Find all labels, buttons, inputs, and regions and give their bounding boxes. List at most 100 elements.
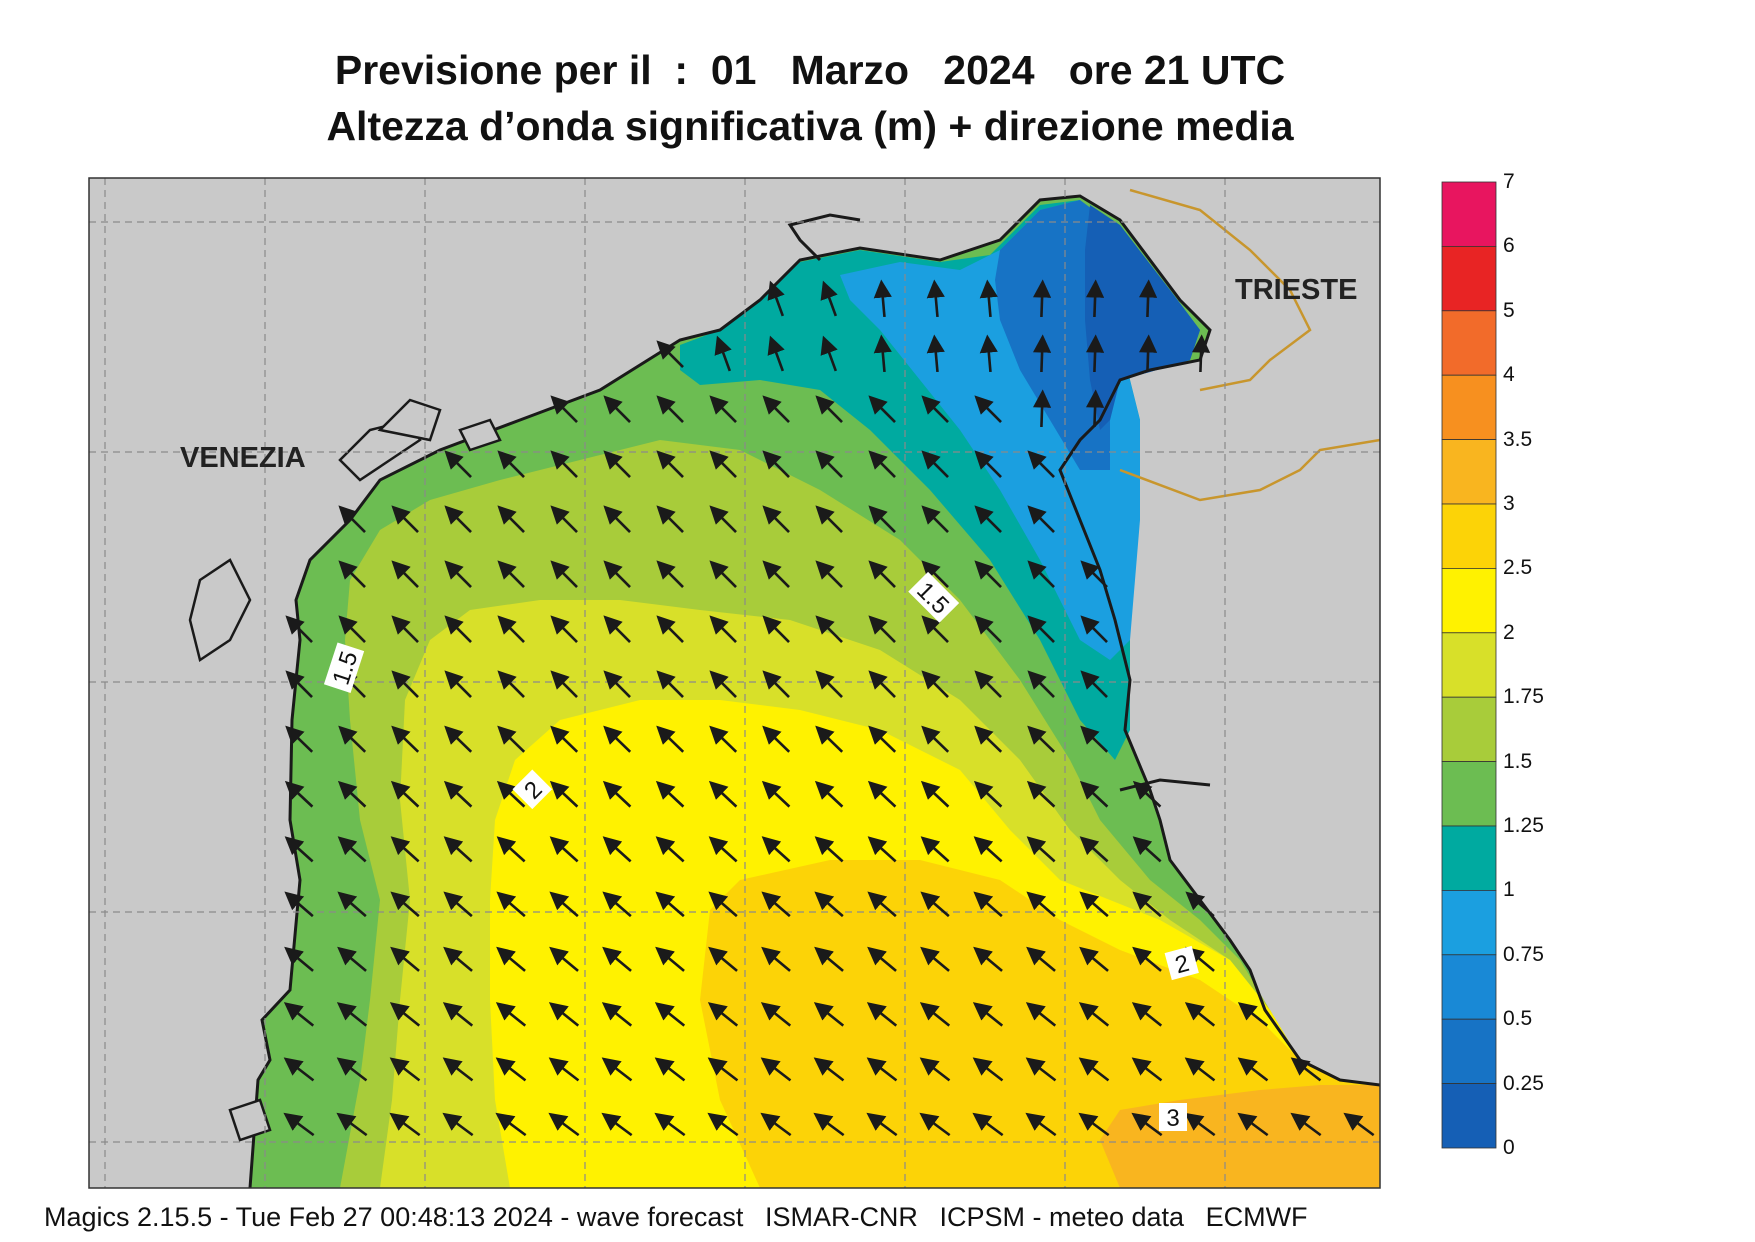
direction-arrow: [550, 395, 578, 423]
direction-arrow: [656, 615, 684, 643]
direction-arrow: [920, 946, 950, 972]
direction-arrow: [443, 780, 473, 808]
direction-arrow: [761, 780, 791, 808]
direction-arrow: [1132, 836, 1162, 863]
direction-arrow: [497, 560, 525, 588]
direction-arrow: [337, 946, 367, 972]
colorbar-swatch: [1441, 761, 1497, 827]
direction-arrow: [656, 670, 684, 698]
direction-arrow: [444, 505, 472, 533]
colorbar-level-label: 1.75: [1503, 685, 1544, 709]
direction-arrow: [1078, 1057, 1110, 1082]
direction-arrow: [497, 450, 525, 478]
direction-arrow: [1237, 1057, 1269, 1082]
direction-arrow: [391, 560, 419, 588]
direction-arrow: [655, 780, 685, 808]
direction-arrow: [1080, 725, 1109, 753]
colorbar-level-label: 1: [1503, 878, 1515, 902]
footer-software: Magics 2.15.5 - Tue Feb 27 00:48:13 2024…: [44, 1202, 744, 1232]
direction-arrow: [338, 505, 366, 533]
direction-arrow: [866, 1002, 898, 1027]
direction-arrow: [338, 615, 366, 643]
direction-arrow: [709, 615, 737, 643]
direction-arrow: [815, 670, 843, 698]
direction-arrow: [1026, 946, 1056, 972]
direction-arrow: [1026, 836, 1056, 863]
direction-arrow: [656, 725, 685, 753]
direction-arrow: [443, 836, 473, 863]
direction-arrow: [601, 1112, 633, 1137]
direction-arrow: [654, 1002, 686, 1027]
direction-arrow: [868, 450, 896, 478]
direction-arrow: [442, 1057, 474, 1082]
direction-arrow: [549, 946, 579, 972]
direction-arrow: [285, 615, 313, 643]
colorbar-level-label: 0.25: [1503, 1071, 1544, 1095]
direction-arrow: [973, 836, 1003, 863]
direction-arrow: [867, 946, 897, 972]
direction-arrow: [873, 334, 892, 373]
direction-arrow: [1290, 1057, 1322, 1082]
direction-arrow: [709, 450, 737, 478]
direction-arrow: [655, 946, 685, 972]
direction-arrow: [979, 279, 998, 318]
direction-arrow: [867, 836, 897, 863]
direction-arrow: [815, 560, 843, 588]
direction-arrow: [920, 836, 950, 863]
direction-arrow: [654, 1112, 686, 1137]
title-day: 01: [710, 47, 757, 93]
direction-arrow: [974, 615, 1002, 643]
direction-arrow: [815, 725, 844, 753]
colorbar-swatch: [1441, 245, 1497, 312]
direction-arrow: [444, 615, 472, 643]
city-label-trieste: TRIESTE: [1235, 274, 1358, 306]
direction-arrow: [284, 946, 314, 972]
direction-arrow: [866, 1112, 898, 1137]
colorbar-swatch: [1441, 374, 1497, 441]
direction-arrow: [709, 670, 737, 698]
direction-arrow: [1027, 505, 1055, 533]
direction-arrow: [443, 891, 473, 918]
direction-arrow: [1185, 891, 1215, 918]
direction-arrow: [815, 395, 843, 423]
direction-arrow: [926, 334, 945, 373]
direction-arrow: [868, 670, 896, 698]
direction-arrow: [496, 891, 526, 918]
direction-arrow: [1078, 1002, 1110, 1027]
direction-arrow: [708, 836, 738, 863]
direction-arrow: [496, 946, 526, 972]
direction-arrow: [1027, 560, 1055, 588]
direction-arrow: [550, 670, 578, 698]
direction-arrow: [1027, 615, 1055, 643]
direction-arrow: [284, 780, 314, 808]
colorbar-swatch: [1441, 1018, 1497, 1085]
direction-arrow: [549, 891, 579, 918]
direction-arrow: [761, 891, 791, 918]
direction-arrow: [707, 1002, 739, 1027]
direction-arrow: [603, 395, 631, 423]
direction-arrow: [709, 560, 737, 588]
direction-arrow: [497, 615, 525, 643]
direction-arrow: [760, 1112, 792, 1137]
direction-arrow: [337, 891, 367, 918]
direction-arrow: [972, 1057, 1004, 1082]
colorbar-level-label: 6: [1503, 234, 1515, 258]
colorbar-level-label: 3: [1503, 492, 1515, 515]
direction-arrow: [921, 615, 949, 643]
direction-arrow: [767, 280, 785, 317]
colorbar-level-label: 0.75: [1503, 942, 1544, 966]
direction-arrow: [762, 725, 791, 753]
direction-arrow: [974, 395, 1002, 423]
national-border: [1119, 188, 1380, 502]
direction-arrow: [866, 1057, 898, 1082]
direction-arrow: [1032, 334, 1052, 373]
direction-arrow: [974, 505, 1002, 533]
direction-arrow: [1132, 946, 1162, 972]
colorbar-swatch: [1441, 1083, 1497, 1149]
direction-arrow: [601, 1002, 633, 1027]
direction-arrow: [495, 1112, 527, 1137]
direction-arrow: [1078, 1112, 1110, 1137]
direction-arrow: [762, 560, 790, 588]
direction-arrow: [1080, 560, 1108, 588]
colorbar-swatch: [1441, 568, 1497, 634]
